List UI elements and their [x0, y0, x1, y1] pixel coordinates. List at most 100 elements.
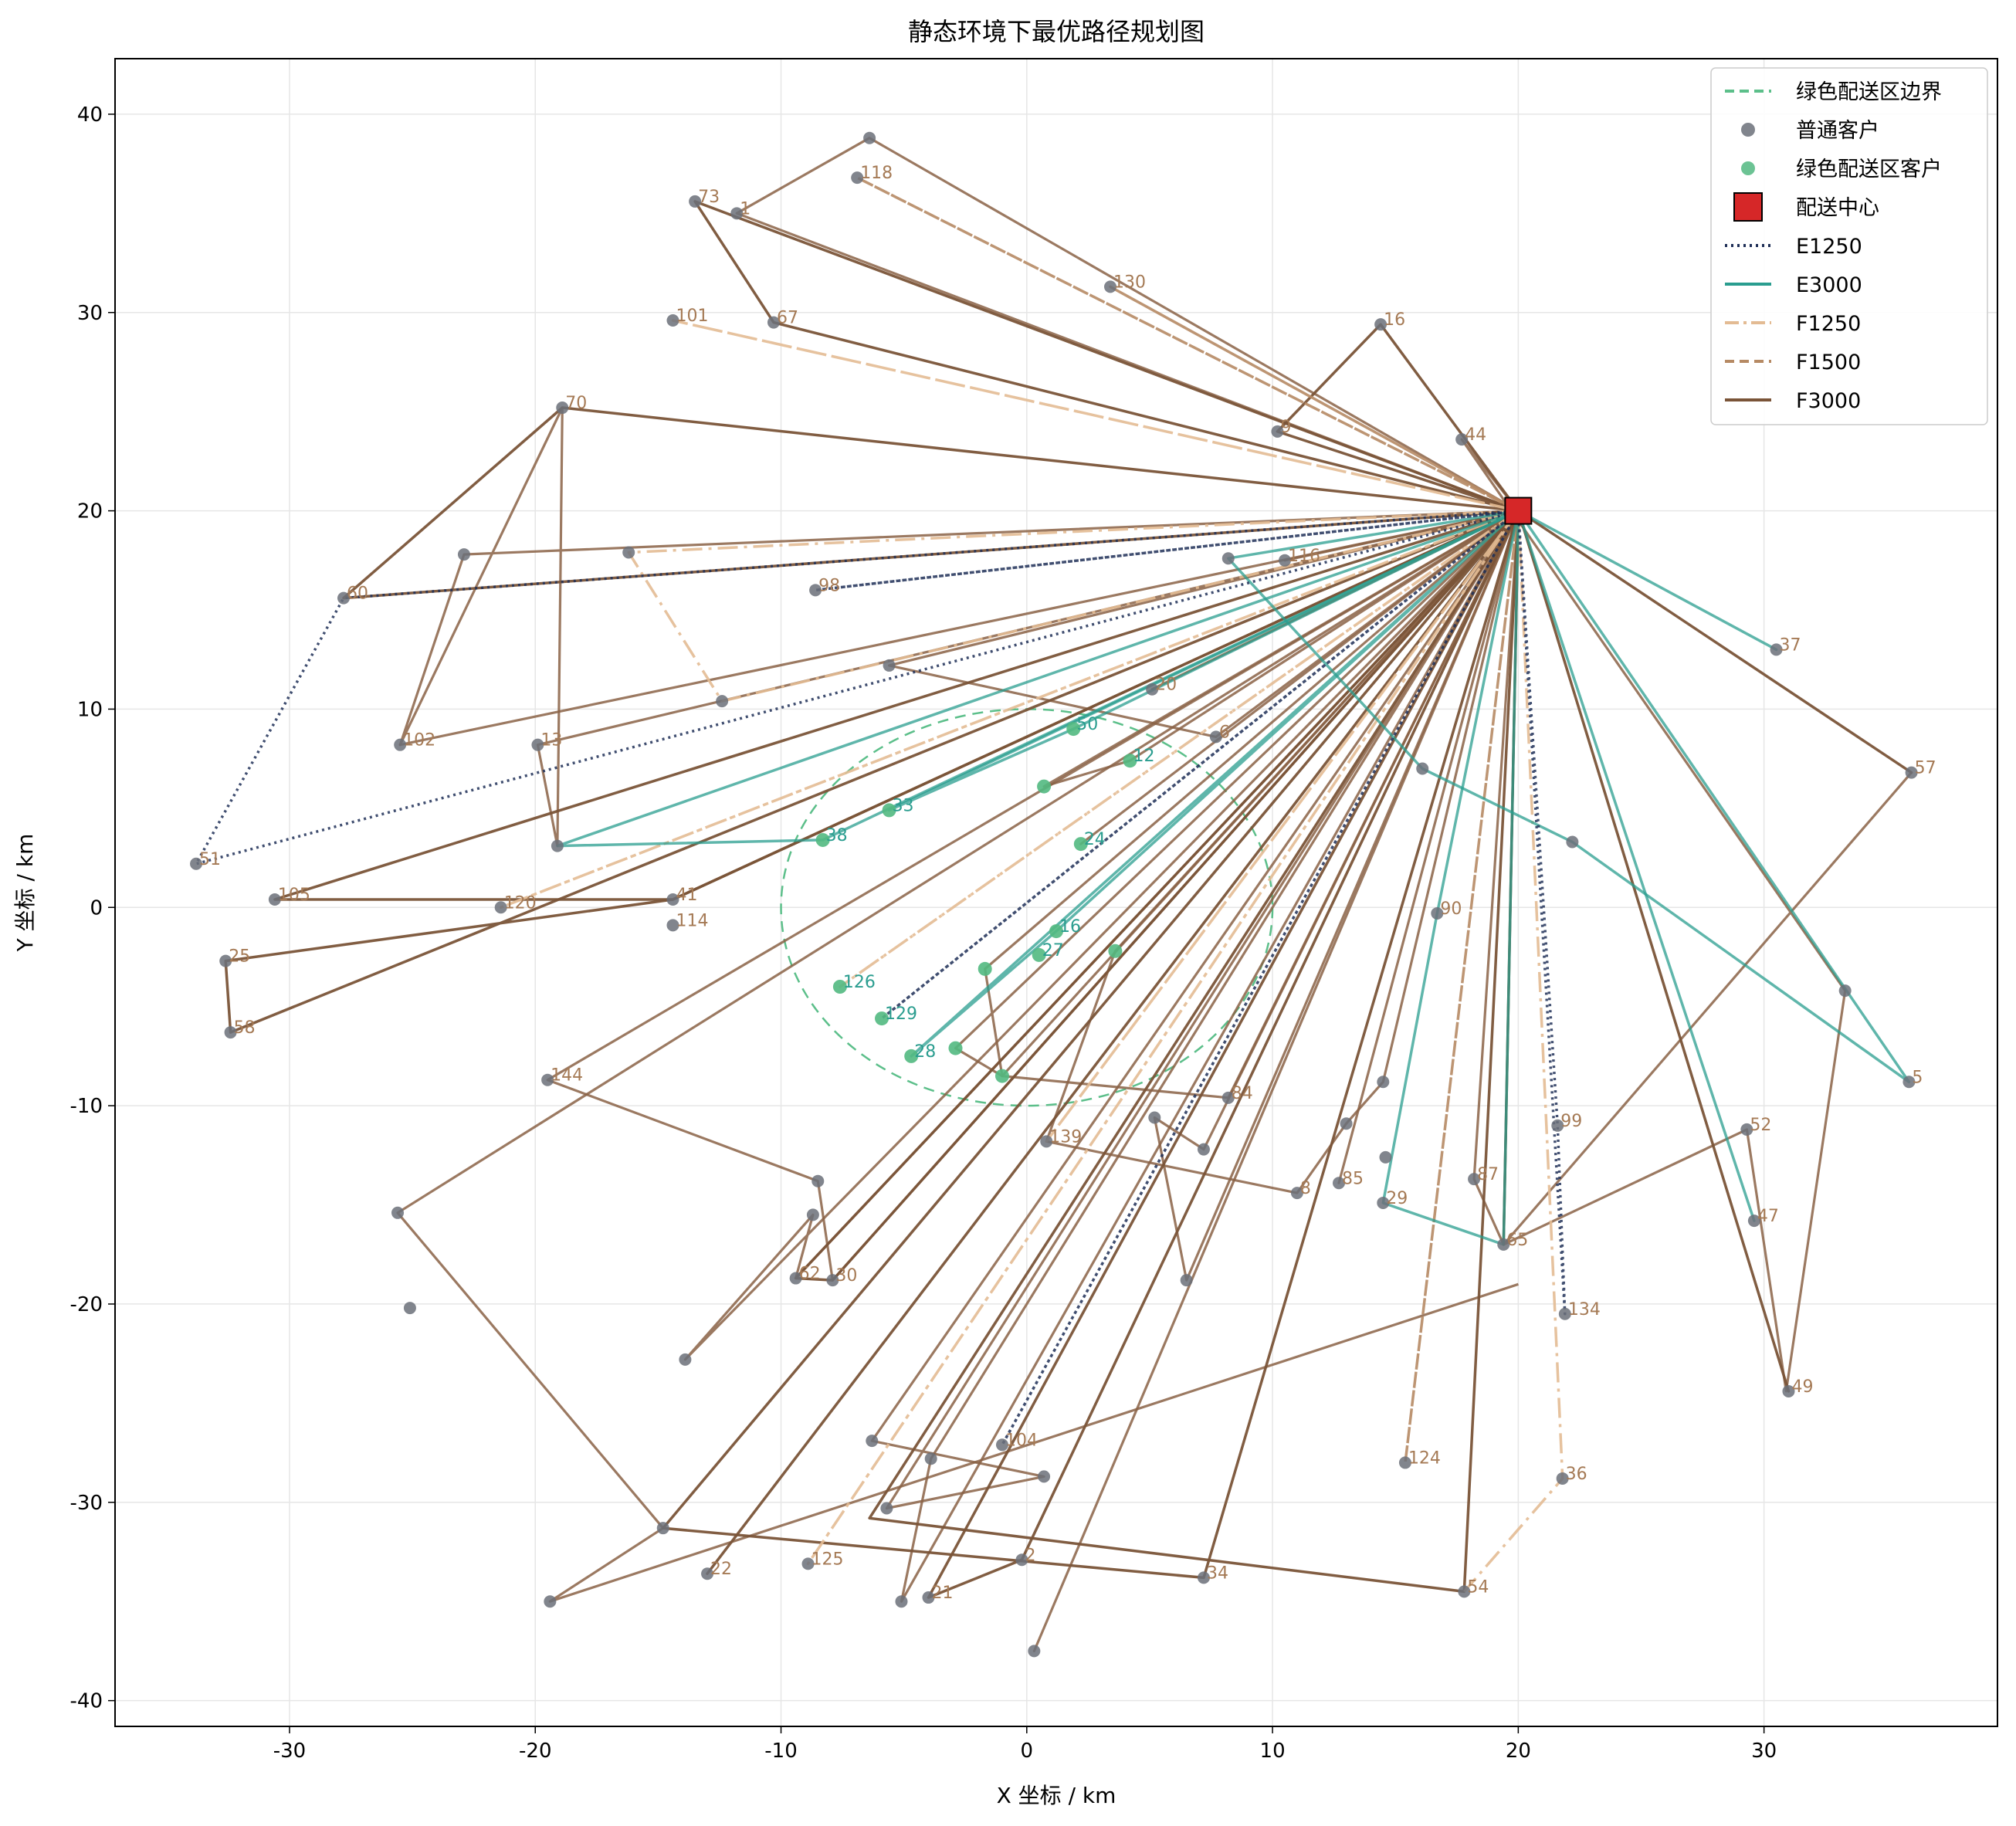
customer-point — [716, 695, 729, 708]
route-f3000 — [1276, 323, 1520, 513]
y-tick-label: -20 — [70, 1293, 103, 1316]
customer-point — [219, 954, 232, 967]
customer-point — [1377, 1196, 1390, 1209]
route-f3000 — [693, 200, 1520, 513]
customer-label: 36 — [1566, 1465, 1587, 1484]
customer-point — [337, 591, 350, 605]
customer-point — [1104, 280, 1117, 293]
customer-label: 2 — [1025, 1546, 1035, 1565]
customer-label: 5 — [1912, 1068, 1923, 1087]
customer-point — [1340, 1117, 1353, 1130]
customer-point — [826, 1274, 839, 1287]
customer-point — [679, 1353, 692, 1366]
customer-point — [1551, 1119, 1564, 1132]
customer-label: 52 — [1750, 1116, 1771, 1135]
route-f3000m — [887, 510, 1520, 739]
customer-label: 13 — [540, 731, 562, 750]
legend-label: E3000 — [1796, 273, 1862, 297]
customer-point — [806, 1208, 819, 1221]
customer-label: 9 — [1280, 418, 1291, 437]
customer-point — [809, 584, 822, 597]
route-e1250 — [814, 509, 1519, 592]
customer-point — [1180, 1274, 1193, 1287]
y-axis-ticks: -40 -30 -20 -10 0 10 20 30 40 — [70, 103, 115, 1713]
chart-title: 静态环境下最优路径规划图 — [908, 17, 1205, 46]
customer-point — [1271, 425, 1284, 438]
route-f3000 — [273, 509, 1520, 901]
route-f3000m — [900, 510, 1520, 1603]
green-customer-point — [978, 961, 992, 976]
customer-point — [1379, 1150, 1392, 1164]
route-f3000m — [1042, 510, 1520, 788]
customer-label: 49 — [1791, 1377, 1813, 1397]
customer-point — [1770, 643, 1783, 656]
y-tick-label: 40 — [77, 103, 103, 127]
green-customer-point — [882, 803, 896, 818]
customer-label: 118 — [860, 164, 893, 183]
customer-point — [730, 207, 744, 220]
customer-label: 58 — [234, 1018, 256, 1038]
customer-label: 21 — [931, 1584, 953, 1603]
customer-point — [622, 546, 635, 559]
customer-label: 126 — [843, 973, 876, 992]
route-f3000 — [927, 510, 1520, 1599]
route-e1250 — [1516, 510, 1567, 1316]
customer-point — [531, 738, 544, 751]
customer-point — [1558, 1307, 1571, 1320]
y-tick-label: 10 — [77, 698, 103, 721]
green-customer-point — [1049, 924, 1063, 939]
customer-point — [767, 316, 780, 329]
y-tick-label: -40 — [70, 1690, 103, 1713]
x-axis-label: X 坐标 / km — [997, 1783, 1116, 1808]
customer-label: 54 — [1467, 1577, 1489, 1597]
y-tick-label: 0 — [90, 896, 103, 920]
customer-label: 104 — [1005, 1431, 1038, 1450]
customer-point — [268, 893, 281, 906]
route-f1500 — [856, 176, 1520, 513]
customer-point — [1015, 1553, 1028, 1567]
customer-label: 50 — [1076, 715, 1098, 734]
route-e1250 — [195, 509, 1519, 866]
customer-points — [190, 131, 1918, 1658]
customer-point — [1838, 984, 1852, 998]
customer-point — [1146, 683, 1159, 696]
customer-point — [394, 738, 407, 751]
route-f3000m — [735, 137, 1520, 513]
legend-dot-icon — [1741, 161, 1755, 175]
customer-point — [666, 314, 679, 327]
route-f3000 — [868, 510, 1520, 1594]
green-customer-point — [948, 1041, 963, 1055]
legend-label: 绿色配送区客户 — [1796, 158, 1942, 181]
customer-point — [494, 901, 507, 914]
x-tick-label: -20 — [519, 1740, 551, 1763]
customer-point — [1747, 1215, 1760, 1228]
customer-label: 34 — [1207, 1563, 1228, 1583]
customer-point — [689, 195, 702, 208]
customer-point — [1468, 1173, 1481, 1186]
customer-point — [1566, 835, 1579, 849]
customer-label: 41 — [676, 886, 697, 905]
customer-point — [995, 1438, 1008, 1452]
customer-label: 30 — [835, 1266, 857, 1286]
x-tick-label: 0 — [1021, 1740, 1034, 1763]
legend-label: F1250 — [1796, 312, 1861, 336]
customer-point — [1197, 1571, 1210, 1584]
green-customer-point — [1073, 837, 1088, 852]
legend-square-icon — [1733, 192, 1763, 222]
customer-label: 60 — [347, 584, 368, 604]
customer-point — [457, 548, 470, 561]
customer-labels: 118 73 1 130 101 67 16 70 9 44 116 98 60 37 20 6 102 13 57… — [199, 164, 1936, 1603]
customer-label: 70 — [565, 394, 587, 413]
route-f3000 — [794, 510, 1520, 1282]
x-tick-label: -10 — [764, 1740, 797, 1763]
customer-point — [541, 1073, 554, 1086]
customer-point — [1431, 906, 1444, 920]
customer-point — [190, 857, 203, 870]
customer-label: 144 — [551, 1066, 583, 1086]
customer-point — [224, 1026, 237, 1039]
customer-point — [666, 919, 679, 932]
customer-label: 33 — [893, 796, 914, 815]
customer-point — [801, 1557, 815, 1570]
customer-point — [1290, 1187, 1303, 1200]
customer-point — [880, 1502, 893, 1515]
